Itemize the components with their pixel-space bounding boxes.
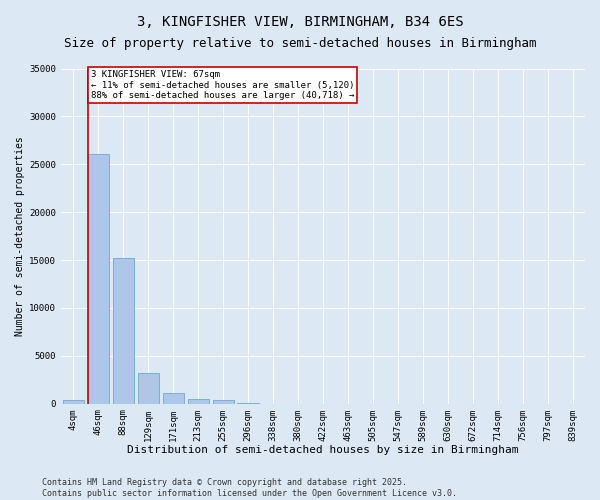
Bar (188, 400, 209, 404)
Text: 3, KINGFISHER VIEW, BIRMINGHAM, B34 6ES: 3, KINGFISHER VIEW, BIRMINGHAM, B34 6ES (137, 15, 463, 29)
Bar (88, 154, 109, 404)
Bar (137, 373, 159, 404)
Y-axis label: Number of semi-detached properties: Number of semi-detached properties (15, 136, 25, 336)
Bar (238, 403, 259, 404)
Bar (113, 258, 134, 404)
X-axis label: Distribution of semi-detached houses by size in Birmingham: Distribution of semi-detached houses by … (127, 445, 519, 455)
Text: Size of property relative to semi-detached houses in Birmingham: Size of property relative to semi-detach… (64, 38, 536, 51)
Text: 3 KINGFISHER VIEW: 67sqm
← 11% of semi-detached houses are smaller (5,120)
88% o: 3 KINGFISHER VIEW: 67sqm ← 11% of semi-d… (91, 70, 354, 100)
Text: Contains HM Land Registry data © Crown copyright and database right 2025.
Contai: Contains HM Land Registry data © Crown c… (42, 478, 457, 498)
Bar (212, 400, 234, 404)
Bar (63, 400, 84, 404)
Bar (163, 393, 184, 404)
